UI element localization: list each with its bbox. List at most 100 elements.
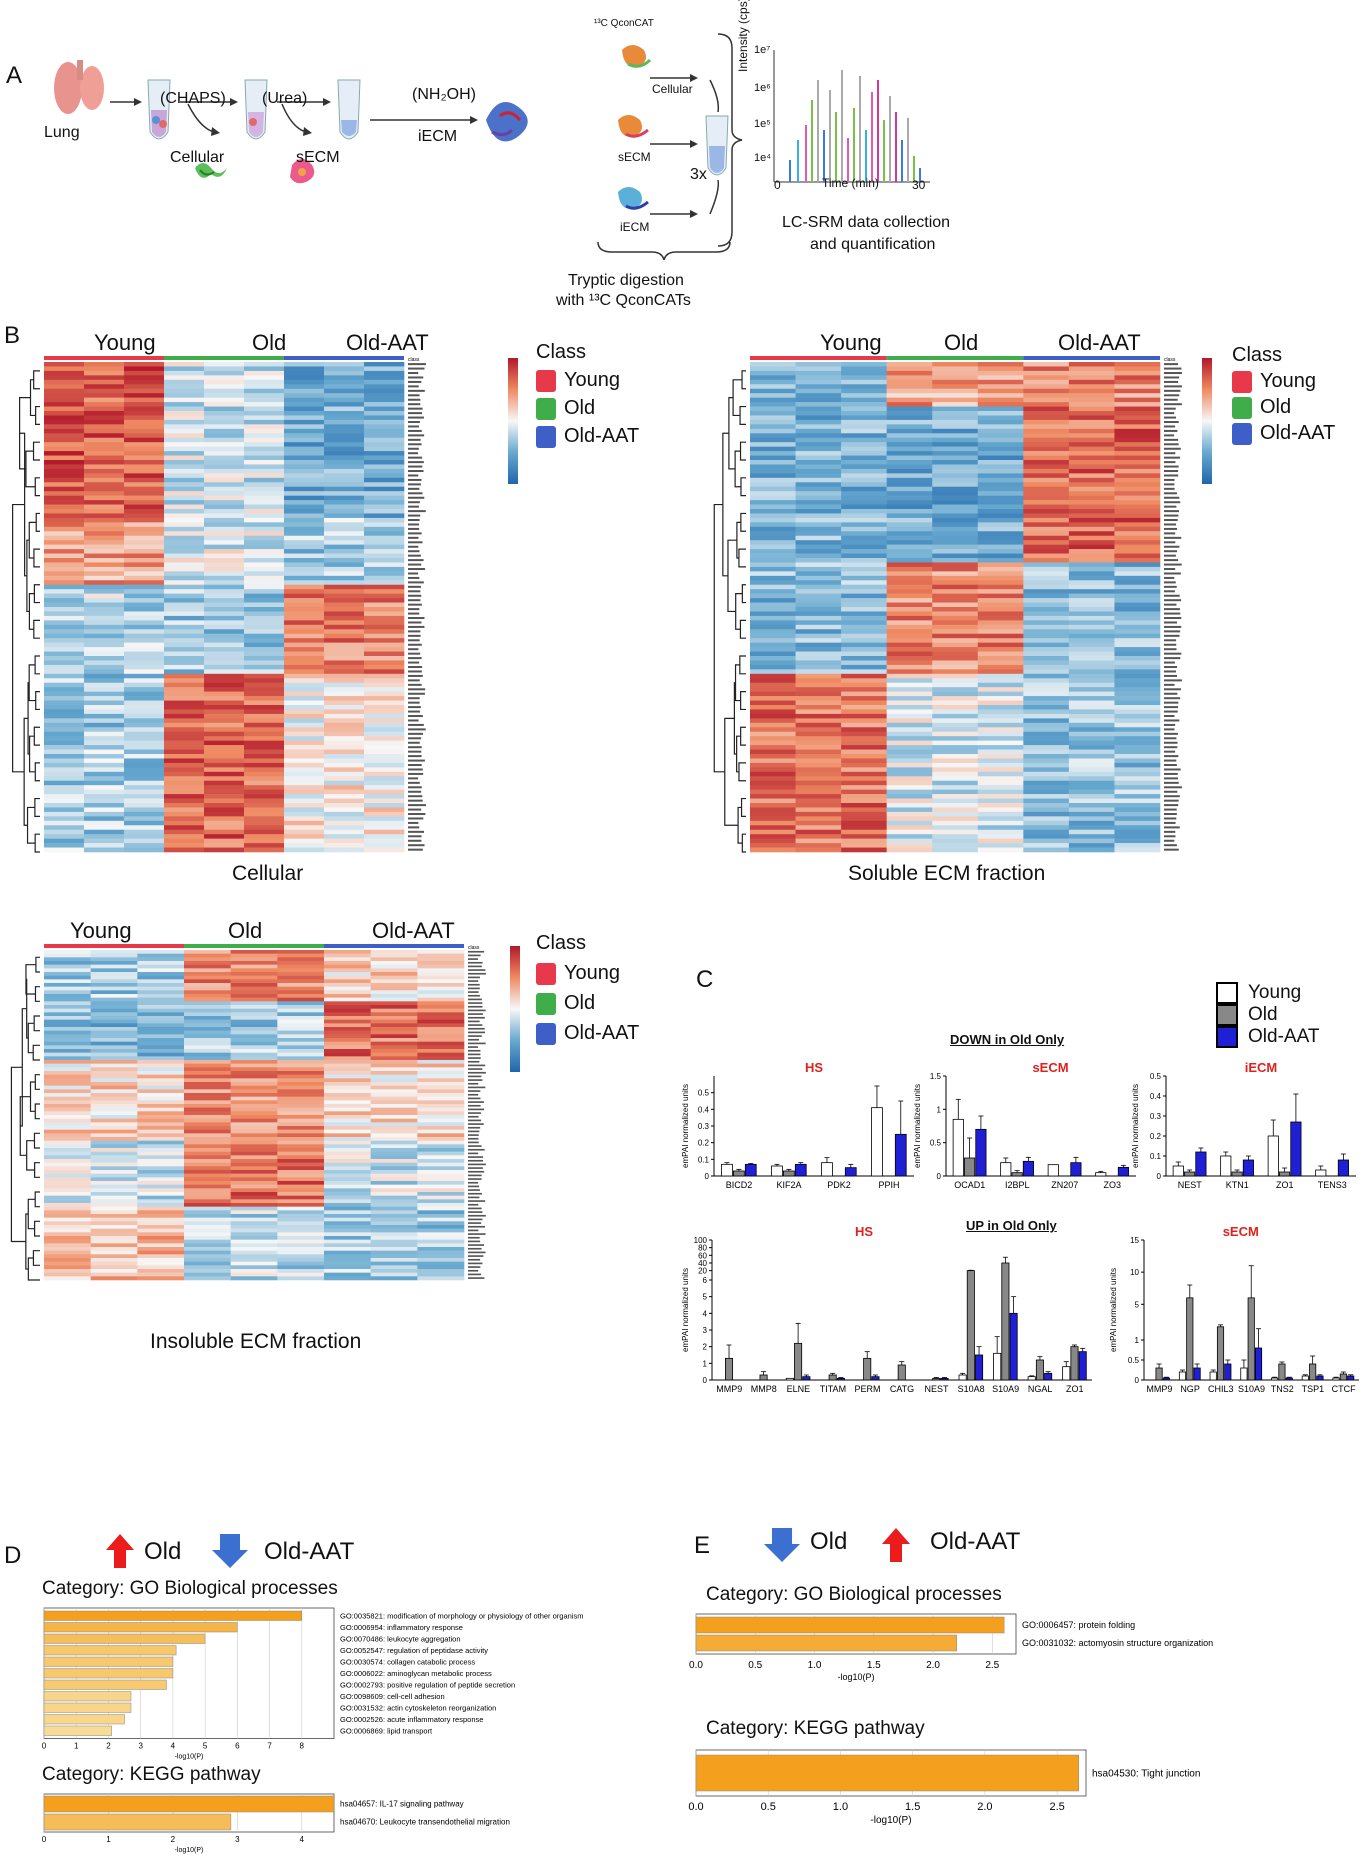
y-axis-label: emPAI normalized units <box>913 1084 922 1168</box>
heatmap-cell <box>1068 535 1115 541</box>
heatmap-cell <box>417 997 465 1002</box>
heatmap-cell <box>244 611 285 617</box>
heatmap-row-label <box>408 830 424 833</box>
heatmap-row-label <box>408 496 425 499</box>
heatmap-cell <box>977 402 1024 407</box>
heatmap-row-label <box>408 821 419 824</box>
heatmap-cell <box>204 571 245 577</box>
heatmap-cell <box>977 504 1024 510</box>
heatmap-cell <box>324 388 365 394</box>
heatmap-cell <box>1068 370 1115 376</box>
heatmap-cell <box>1068 495 1115 501</box>
heatmap-cell <box>137 1184 185 1189</box>
heatmap-row-label <box>468 1071 486 1074</box>
heatmap-cell <box>932 682 979 688</box>
heatmap-cell <box>44 379 85 385</box>
heatmap-cell <box>164 486 205 492</box>
heatmap-cell <box>84 718 125 724</box>
heatmap-cell <box>932 442 979 447</box>
heatmap-cell <box>1114 798 1161 804</box>
heatmap-cell <box>44 780 85 786</box>
heatmap-cell <box>417 1093 465 1097</box>
heatmap-cell <box>164 402 205 407</box>
heatmap-cell <box>230 972 278 976</box>
heatmap-cell <box>44 513 85 519</box>
heatmap-cell <box>1114 415 1161 421</box>
heatmap-cell <box>44 736 85 741</box>
heatmap-cell <box>324 994 371 998</box>
heatmap-cell <box>137 1265 185 1270</box>
heatmap-cell <box>1114 598 1161 603</box>
heatmap-cell <box>90 990 138 995</box>
heatmap-row-label <box>468 1082 479 1085</box>
heatmap-cell <box>977 411 1024 416</box>
heatmap-cell <box>277 1140 325 1145</box>
heatmap-cell <box>750 393 796 398</box>
heatmap-cell <box>84 749 125 755</box>
heatmap-cell <box>750 379 796 385</box>
heatmap-cell <box>750 696 796 701</box>
heatmap-cell <box>1114 647 1161 652</box>
heatmap-cell <box>1068 611 1115 617</box>
heatmap-cell <box>886 491 933 496</box>
heatmap-cell <box>795 647 842 652</box>
heatmap-cell <box>244 362 285 367</box>
x-tick-label: CATG <box>890 1384 914 1394</box>
heatmap-cell <box>84 638 125 643</box>
heatmap-cell <box>44 611 85 617</box>
heatmap-cell <box>841 794 887 799</box>
heatmap-cell <box>84 789 125 795</box>
heatmap-cell <box>750 589 796 594</box>
heatmap-cell <box>230 1254 278 1259</box>
heatmap-cell <box>284 758 325 764</box>
heatmap-cell <box>44 834 85 839</box>
heatmap-cell <box>886 745 933 750</box>
heatmap-cell <box>284 468 325 474</box>
heatmap-row-label <box>468 1053 481 1056</box>
heatmap-cell <box>977 825 1024 831</box>
heatmap-cell <box>370 1137 418 1141</box>
heatmap-cell <box>841 455 887 461</box>
heatmap-cell <box>244 424 285 430</box>
heatmap-cell <box>1023 402 1070 407</box>
heatmap-row-label <box>468 950 485 953</box>
panel-c-legend: Young Old Old-AAT <box>1216 982 1319 1049</box>
heatmap-cell <box>324 656 365 661</box>
heatmap-row-label <box>1164 790 1178 793</box>
heatmap-cell <box>1068 638 1115 643</box>
heatmap-cell <box>137 1060 185 1064</box>
heatmap-cell <box>184 1030 231 1035</box>
heatmap-cell <box>324 1203 371 1207</box>
heatmap-cell <box>364 433 405 439</box>
heatmap-cell <box>44 1250 91 1255</box>
heatmap-cell <box>44 384 85 390</box>
heatmap-cell <box>277 1265 325 1270</box>
heatmap-cell <box>277 1151 325 1156</box>
hm1-legend-young: Young <box>536 366 639 394</box>
heatmap-cell <box>324 424 365 430</box>
y-tick-label: 0 <box>705 1172 710 1181</box>
heatmap-cell <box>244 620 285 626</box>
heatmap-cell <box>204 495 245 501</box>
heatmap-cell <box>124 566 165 572</box>
heatmap-cell <box>164 705 205 710</box>
heatmap-cell <box>886 847 933 853</box>
heatmap-cell <box>44 825 85 831</box>
heatmap-cell <box>370 953 418 958</box>
heatmap-cell <box>90 1155 138 1160</box>
heatmap-row-label <box>468 1115 479 1118</box>
heatmap-cell <box>324 1272 371 1277</box>
hm3-group-young: Young <box>70 918 132 943</box>
heatmap-cell <box>284 843 325 848</box>
heatmap-cell <box>164 482 205 488</box>
heatmap-cell <box>1023 820 1070 826</box>
heatmap-cell <box>124 731 165 737</box>
heatmap-cell <box>204 433 245 439</box>
heatmap-cell <box>124 415 165 421</box>
heatmap-cell <box>1068 825 1115 831</box>
heatmap-cell <box>417 1206 465 1211</box>
heatmap-cell <box>184 1049 231 1053</box>
heatmap-cell <box>44 593 85 599</box>
heatmap-cell <box>1114 691 1161 697</box>
heatmap-cell <box>324 1214 371 1218</box>
